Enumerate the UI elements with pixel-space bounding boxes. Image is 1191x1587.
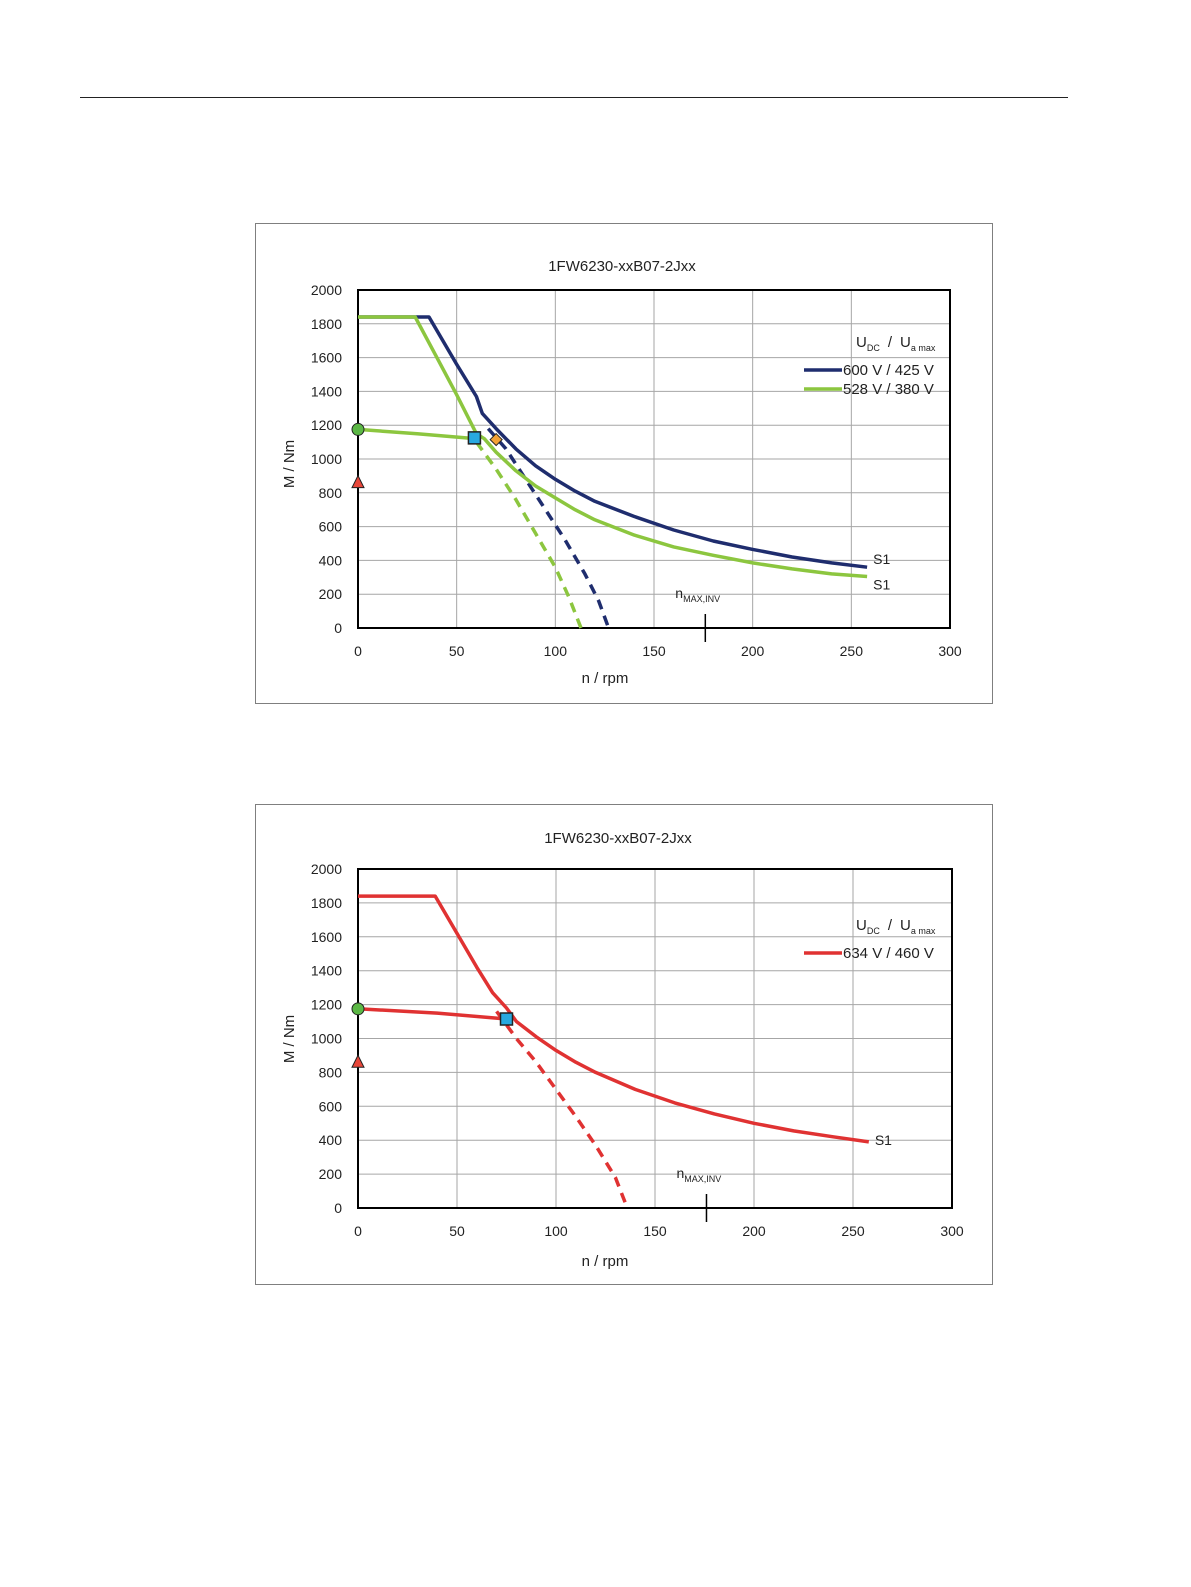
series-end-label: S1 (873, 551, 890, 567)
y-tick-label: 800 (319, 1064, 343, 1080)
y-tick-label: 800 (319, 485, 343, 501)
plot-area-border (357, 289, 951, 629)
chart-1-svg: 1FW6230-xxB07-2Jxx n / rpm M / Nm 0 50 100… (281, 258, 962, 687)
legend-entry: 600 V / 425 V (843, 362, 934, 379)
y-tick-label: 1200 (311, 417, 342, 433)
legend-header-main2: U (900, 917, 911, 934)
x-tick-label: 250 (841, 1223, 865, 1239)
y-tick-label: 200 (319, 586, 343, 602)
x-tick-label: 200 (742, 1223, 766, 1239)
x-axis-label: n / rpm (582, 670, 629, 687)
chart-2-svg: 1FW6230-xxB07-2Jxx n / rpm M / Nm 0 50 100… (281, 830, 964, 1270)
nmax-label-main: n (675, 585, 683, 601)
nmax-label-sub: MAX,INV (683, 594, 720, 604)
marker-triangle (351, 1054, 365, 1068)
x-tick-label: 0 (354, 643, 362, 659)
y-tick-label: 1000 (311, 451, 342, 467)
x-tick-label: 50 (449, 643, 465, 659)
chart-title: 1FW6230-xxB07-2Jxx (548, 258, 696, 275)
y-tick-label: 1800 (311, 895, 342, 911)
x-axis-label: n / rpm (582, 1253, 629, 1270)
y-tick-label: 600 (319, 519, 343, 535)
series-line-0 (358, 894, 870, 1144)
marker-triangle (351, 474, 365, 489)
y-tick-label: 1400 (311, 963, 342, 979)
y-tick-label: 400 (319, 552, 343, 568)
plot-area-border (357, 868, 953, 1209)
legend-header-main1: U (856, 334, 867, 351)
x-tick-label: 200 (741, 643, 765, 659)
x-tick-label: 150 (642, 643, 666, 659)
marker-square (467, 431, 482, 445)
marker-circle (351, 422, 365, 436)
legend-entry: 528 V / 380 V (843, 381, 934, 398)
y-axis-label: M / Nm (281, 440, 298, 488)
x-tick-label: 0 (354, 1223, 362, 1239)
nmax-label: nMAX,INV (676, 1165, 721, 1184)
y-tick-label: 1400 (311, 383, 342, 399)
marker-diamond (489, 432, 503, 447)
nmax-label: nMAX,INV (675, 585, 720, 604)
legend-header-sub1: DC (867, 343, 880, 353)
y-tick-label: 0 (334, 620, 342, 636)
y-tick-label: 1600 (311, 929, 342, 945)
legend-header-main1: U (856, 917, 867, 934)
nmax-label-sub: MAX,INV (684, 1174, 721, 1184)
y-tick-label: 1800 (311, 316, 342, 332)
y-axis-label: M / Nm (281, 1015, 298, 1063)
y-tick-label: 1000 (311, 1031, 342, 1047)
x-tick-label: 50 (449, 1223, 465, 1239)
x-tick-label: 300 (938, 643, 962, 659)
series-line-2 (357, 1007, 507, 1021)
torque-speed-chart-1: 1FW6230-xxB07-2Jxx n / rpm M / Nm 0 50 100… (255, 223, 993, 704)
x-tick-label: 250 (840, 643, 864, 659)
marker-square (499, 1012, 514, 1026)
legend-header-main2: U (900, 334, 911, 351)
marker-circle (351, 1002, 365, 1016)
nmax-label-main: n (676, 1165, 684, 1181)
series-line-2 (358, 315, 868, 579)
series-end-label: S1 (873, 576, 890, 592)
page-top-rule (80, 97, 1068, 98)
legend-header-sep: / (888, 917, 893, 934)
y-tick-label: 400 (319, 1132, 343, 1148)
legend-header-sub2: a max (911, 926, 936, 936)
legend-header: UDC / Ua max (856, 917, 936, 936)
torque-speed-chart-2: 1FW6230-xxB07-2Jxx n / rpm M / Nm 0 50 100… (255, 804, 993, 1285)
series-end-label: S1 (875, 1132, 892, 1148)
y-tick-label: 0 (334, 1200, 342, 1216)
y-tick-label: 2000 (311, 861, 342, 877)
y-tick-label: 2000 (311, 282, 342, 298)
x-tick-label: 100 (544, 643, 568, 659)
legend-entry: 634 V / 460 V (843, 945, 934, 962)
y-tick-label: 1600 (311, 350, 342, 366)
series-line-3 (474, 441, 583, 629)
series-line-1 (495, 1010, 629, 1209)
chart-title: 1FW6230-xxB07-2Jxx (544, 830, 692, 847)
y-tick-label: 1200 (311, 997, 342, 1013)
y-tick-label: 200 (319, 1166, 343, 1182)
legend-header-sub2: a max (911, 343, 936, 353)
y-tick-label: 600 (319, 1098, 343, 1114)
x-tick-label: 100 (544, 1223, 568, 1239)
x-tick-label: 150 (643, 1223, 667, 1239)
legend-header-sep: / (888, 334, 893, 351)
series-line-0 (358, 315, 868, 569)
legend-header-sub1: DC (867, 926, 880, 936)
legend-header: UDC / Ua max (856, 334, 936, 353)
series-line-4 (357, 427, 477, 441)
x-tick-label: 300 (940, 1223, 964, 1239)
